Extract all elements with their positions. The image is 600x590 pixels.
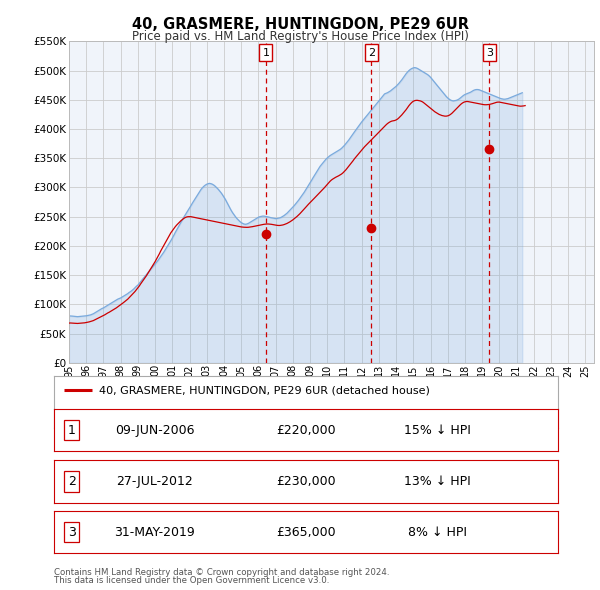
Text: 3: 3 [486,48,493,58]
Text: 3: 3 [68,526,76,539]
Text: £220,000: £220,000 [276,424,336,437]
Text: This data is licensed under the Open Government Licence v3.0.: This data is licensed under the Open Gov… [54,576,329,585]
Text: 27-JUL-2012: 27-JUL-2012 [116,475,193,488]
Text: 40, GRASMERE, HUNTINGDON, PE29 6UR (detached house): 40, GRASMERE, HUNTINGDON, PE29 6UR (deta… [100,385,430,395]
Text: 13% ↓ HPI: 13% ↓ HPI [404,475,470,488]
Text: 40, GRASMERE, HUNTINGDON, PE29 6UR: 40, GRASMERE, HUNTINGDON, PE29 6UR [131,17,469,32]
Text: 2: 2 [368,48,375,58]
Text: Contains HM Land Registry data © Crown copyright and database right 2024.: Contains HM Land Registry data © Crown c… [54,568,389,577]
Text: £230,000: £230,000 [276,475,336,488]
Text: 09-JUN-2006: 09-JUN-2006 [115,424,194,437]
Text: 31-MAY-2019: 31-MAY-2019 [115,526,195,539]
Text: 2: 2 [68,475,76,488]
Text: 1: 1 [68,424,76,437]
Text: 1: 1 [262,48,269,58]
Text: £365,000: £365,000 [276,526,336,539]
Text: HPI: Average price, detached house, Huntingdonshire: HPI: Average price, detached house, Hunt… [100,410,398,419]
Text: Price paid vs. HM Land Registry's House Price Index (HPI): Price paid vs. HM Land Registry's House … [131,30,469,43]
Text: 8% ↓ HPI: 8% ↓ HPI [407,526,467,539]
Text: 15% ↓ HPI: 15% ↓ HPI [404,424,470,437]
